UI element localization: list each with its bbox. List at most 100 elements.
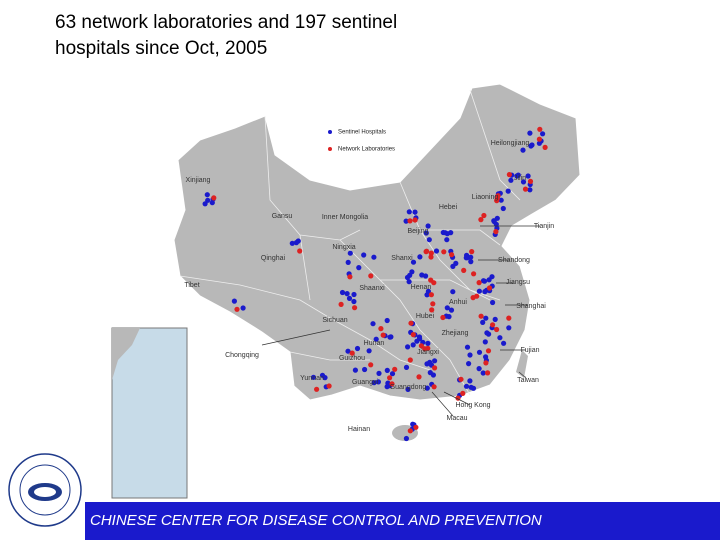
hospital-dot	[231, 298, 237, 304]
hospital-dot	[202, 201, 208, 207]
hospital-dot	[505, 188, 511, 194]
hospital-dot	[375, 379, 381, 385]
province-label: Shaanxi	[359, 285, 385, 292]
province-borders	[179, 89, 521, 396]
hospital-dot	[322, 375, 328, 381]
hospital-dot	[347, 250, 353, 256]
hospital-dot	[423, 230, 429, 236]
hospital-dot	[417, 336, 423, 342]
hospital-dot	[293, 240, 299, 246]
laboratory-dot	[407, 218, 413, 224]
province-label: Shanxi	[391, 255, 413, 262]
laboratory-dot	[387, 375, 393, 381]
laboratory-dot	[234, 306, 240, 312]
hospital-dot	[444, 237, 450, 243]
laboratory-dot	[483, 360, 489, 366]
hospital-dot	[352, 367, 358, 373]
province-label: Xinjiang	[186, 177, 211, 184]
hospital-dot	[453, 260, 459, 266]
hospital-dot	[403, 364, 410, 370]
laboratory-dot	[378, 326, 384, 332]
inset-map	[111, 327, 188, 499]
laboratory-dot	[441, 249, 447, 255]
laboratory-dot	[347, 274, 353, 280]
hospital-dot	[376, 370, 382, 376]
hospital-dot	[410, 342, 416, 348]
laboratory-dot	[469, 249, 475, 255]
laboratory-dot	[314, 386, 320, 392]
inset-land	[112, 328, 140, 380]
laboratory-dot	[389, 381, 395, 387]
province-label: Hong Kong	[455, 402, 490, 409]
legend-label: Sentinel Hospitals	[338, 130, 386, 136]
laboratory-dot	[490, 322, 496, 328]
hospital-dot	[366, 348, 372, 354]
province-label: Guizhou	[339, 355, 365, 362]
hospital-dot	[424, 385, 430, 391]
hospital-dot	[426, 237, 432, 243]
laboratory-dot	[481, 212, 487, 219]
hospital-dot	[540, 131, 546, 137]
dots	[202, 126, 548, 442]
hospital-dot	[463, 255, 469, 261]
province-label: Chongqing	[225, 352, 259, 359]
island	[516, 350, 528, 378]
hospital-dot	[371, 254, 377, 260]
hospital-dot	[468, 254, 474, 260]
province-label: Sichuan	[322, 317, 347, 324]
hospital-dot	[480, 319, 486, 325]
title-line: hospitals since Oct, 2005	[55, 38, 267, 59]
province-label: Zhejiang	[442, 330, 469, 337]
leader-line	[443, 391, 471, 406]
hospital-dot	[362, 366, 368, 373]
laboratory-dot	[542, 144, 548, 150]
laboratory-dot	[485, 348, 492, 354]
hospital-dot	[373, 336, 379, 342]
hospital-dot	[204, 192, 210, 198]
hospital-dot	[520, 179, 527, 185]
hospital-dot	[351, 298, 357, 305]
hospital-dot	[344, 291, 350, 297]
laboratory-dot	[527, 178, 534, 184]
hospital-dot	[410, 259, 417, 265]
laboratory-dot	[352, 305, 358, 311]
hospital-dot	[494, 215, 500, 221]
laboratory-dot	[425, 345, 431, 351]
laboratory-dot	[431, 384, 437, 390]
laboratory-dot	[486, 285, 493, 291]
laboratory-dot	[493, 229, 499, 235]
laboratory-dot	[429, 307, 435, 313]
hospital-dot	[468, 259, 474, 265]
laboratory-dot	[494, 326, 500, 333]
hospital-dot	[476, 366, 482, 372]
hospital-dot	[405, 344, 411, 350]
laboratory-dot	[485, 370, 491, 376]
hospital-dot	[489, 274, 495, 280]
hospital-dot	[361, 252, 367, 258]
legend-marker	[328, 147, 332, 151]
hospital-dot	[433, 248, 440, 254]
hospital-dot	[480, 278, 487, 284]
laboratory-dot	[392, 366, 398, 372]
leaders	[261, 225, 540, 417]
hospital-dot	[345, 348, 351, 354]
legend-marker	[328, 130, 332, 134]
laboratory-dot	[470, 295, 476, 301]
country-shape	[173, 83, 581, 401]
hospital-dot	[423, 273, 429, 279]
hospital-dot	[527, 187, 533, 193]
province-label: Liaoning	[472, 194, 499, 201]
province-label: Hunan	[364, 340, 385, 347]
province-label: Jilin	[514, 175, 526, 182]
province-label: Hainan	[348, 426, 370, 433]
province-label: Jiangxi	[417, 349, 439, 356]
laboratory-dot	[431, 280, 437, 286]
hospital-dot	[406, 279, 412, 285]
laboratory-dot	[476, 280, 482, 286]
hospital-dot	[529, 142, 535, 148]
laboratory-dot	[428, 250, 434, 256]
province-label: Qinghai	[261, 255, 286, 262]
laboratory-dot	[471, 271, 477, 277]
province-label: Tibet	[184, 282, 199, 289]
province-label: Tianjin	[534, 223, 554, 230]
